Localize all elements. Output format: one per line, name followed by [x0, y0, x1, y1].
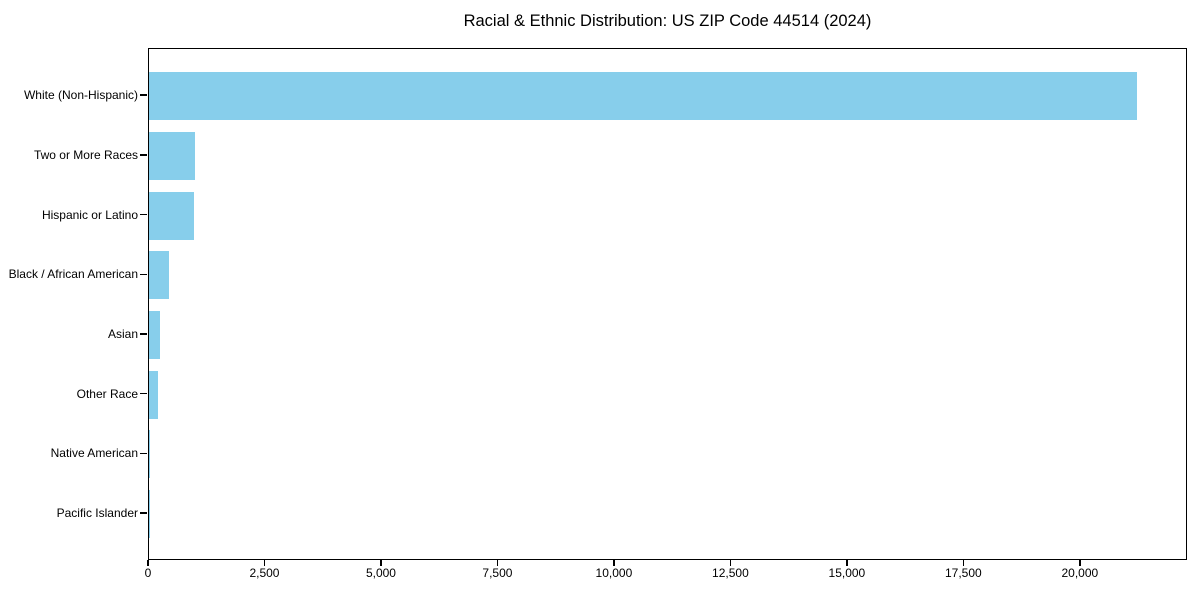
x-tick-label: 15,000: [828, 566, 866, 580]
y-tick-mark: [140, 512, 147, 514]
y-tick-label: Black / African American: [8, 267, 138, 282]
x-tick-label: 0: [144, 566, 152, 580]
chart-title: Racial & Ethnic Distribution: US ZIP Cod…: [463, 12, 872, 30]
x-tick-label: 17,500: [944, 566, 982, 580]
bar-black-african-american: [149, 251, 169, 300]
x-tick-mark: [613, 560, 615, 566]
x-tick-mark: [496, 560, 499, 566]
x-tick-label: 12,500: [712, 566, 749, 580]
y-tick-mark: [140, 213, 147, 216]
bar-native-american: [149, 430, 150, 479]
x-tick-label: 5,000: [365, 566, 396, 580]
y-tick-label: Other Race: [76, 386, 138, 401]
x-tick-label: 10,000: [595, 566, 633, 580]
bar-two-or-more-races: [149, 131, 196, 180]
y-tick-label: Pacific Islander: [56, 506, 138, 521]
x-tick-mark: [846, 560, 848, 566]
y-tick-label: Two or More Races: [33, 147, 138, 162]
x-tick-label: 2,500: [249, 566, 280, 580]
y-tick-label: Native American: [50, 446, 138, 461]
bar-white-non-hispanic: [149, 72, 1137, 121]
x-tick-mark: [962, 560, 965, 566]
y-tick-mark: [140, 452, 147, 455]
plot-area: [148, 48, 1187, 560]
x-tick-mark: [1079, 560, 1081, 566]
y-tick-mark: [140, 273, 147, 276]
y-tick-label: Asian: [107, 327, 138, 341]
y-tick-label: White (Non-Hispanic): [23, 88, 138, 103]
y-tick-mark: [140, 392, 147, 395]
bar-other-race: [149, 370, 158, 419]
y-tick-mark: [140, 333, 147, 335]
x-tick-label: 20,000: [1061, 566, 1099, 580]
y-tick-label: Hispanic or Latino: [41, 207, 138, 222]
bar-asian: [149, 311, 160, 359]
x-tick-label: 7,500: [482, 566, 513, 580]
x-tick-mark: [729, 560, 732, 566]
x-tick-mark: [380, 560, 382, 566]
x-tick-mark: [263, 560, 266, 566]
y-tick-mark: [140, 154, 147, 156]
y-tick-mark: [140, 94, 147, 96]
x-tick-mark: [147, 560, 149, 566]
bar-hispanic-or-latino: [149, 191, 194, 240]
